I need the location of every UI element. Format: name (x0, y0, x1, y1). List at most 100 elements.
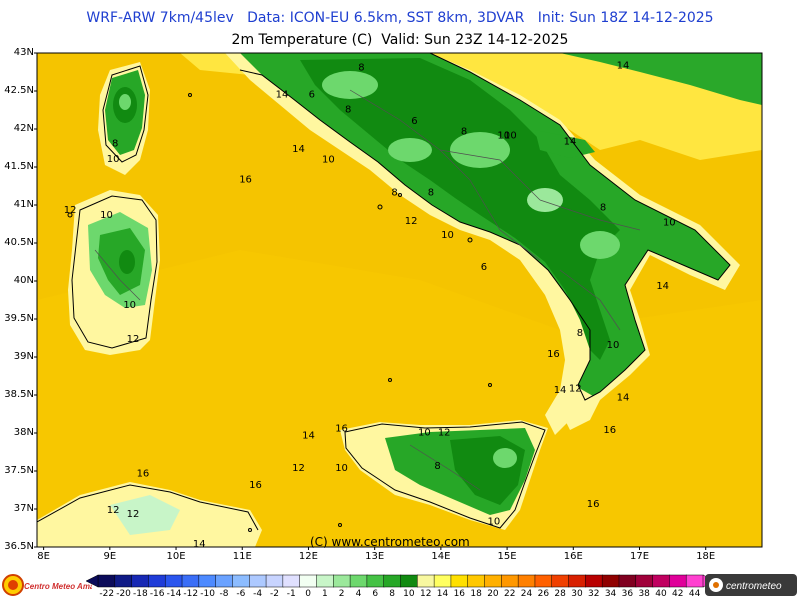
longitude-label: 13E (365, 551, 385, 562)
apennines-dark (300, 58, 620, 360)
island (67, 212, 73, 218)
colorbar-label: 4 (355, 589, 362, 599)
longitude-label: 12E (298, 551, 318, 562)
etna-area (493, 448, 517, 468)
colorbar-swatch (299, 574, 318, 588)
colorbar-swatch (484, 574, 503, 588)
colorbar-swatch (618, 574, 637, 588)
highland-patch (580, 231, 620, 259)
longitude-label: 10E (166, 551, 186, 562)
colorbar-label: -20 (116, 589, 131, 599)
colorbar-swatch (249, 574, 267, 588)
isotherm-label: 8 (434, 461, 440, 472)
latitude-label: 42N (13, 123, 34, 134)
longitude-label: 9E (103, 551, 117, 562)
latitude-label: 41N (13, 199, 34, 210)
isotherm-label: 14 (656, 281, 669, 292)
colorbar-label: 34 (604, 589, 617, 599)
colorbar-swatch (450, 574, 469, 588)
colorbar-label: -2 (269, 589, 279, 599)
colorbar-swatch (517, 574, 536, 588)
latitude-label: 40N (13, 275, 34, 286)
colorbar-swatch (148, 574, 166, 588)
colorbar-label: 36 (621, 589, 634, 599)
colorbar-label: -1 (286, 589, 296, 599)
isotherm-label: 16 (249, 480, 262, 491)
coastline-sardinia (71, 195, 158, 349)
isotherm-label: 10 (607, 340, 620, 351)
colorbar-swatch (652, 574, 671, 588)
isotherm-label: 8 (358, 63, 364, 74)
isotherm-label: 14 (193, 539, 206, 550)
isotherm-label: 10 (487, 516, 500, 527)
colorbar-label: 30 (571, 589, 583, 599)
isotherm-label: 14 (564, 136, 577, 147)
isotherm-label: 14 (617, 393, 630, 404)
isotherm-label: 6 (481, 262, 487, 273)
isotherm-label: 8 (391, 187, 397, 198)
highland-patch (322, 71, 378, 99)
colorbar-swatch (114, 574, 133, 588)
isotherm-label: 8 (577, 328, 583, 339)
colorbar (85, 574, 716, 588)
colorbar-swatch (635, 574, 654, 588)
colorbar-label: -12 (183, 589, 199, 599)
isotherm-label: 16 (603, 425, 616, 436)
colorbar-label: 28 (554, 589, 566, 599)
latitude-label: 41.5N (4, 161, 34, 172)
coastline-sicily (344, 421, 546, 529)
latitude-label: 36.5N (4, 541, 34, 552)
region-border (409, 444, 481, 491)
isotherm-label: 6 (309, 89, 315, 100)
colorbar-label: 1 (322, 589, 328, 599)
colorbar-swatch (417, 574, 435, 588)
map-frame (36, 52, 763, 548)
corsica-peak (119, 94, 131, 110)
colorbar-label: 18 (470, 589, 482, 599)
isotherm-label: 10 (100, 210, 113, 221)
copyright-credit: (C) www.centrometeo.com (310, 535, 470, 549)
isotherm-label: 16 (587, 499, 600, 510)
tunisia-green (110, 495, 180, 535)
latitude-label: 39.5N (4, 313, 34, 324)
header-model-info: WRF-ARW 7km/45lev Data: ICON-EU 6.5km, S… (86, 10, 714, 26)
colorbar-label: 2 (338, 589, 345, 599)
colorbar-label: -6 (236, 589, 246, 599)
colorbar-label: 44 (688, 589, 701, 599)
longitude-label: 16E (563, 551, 583, 562)
coastline-italy (239, 53, 731, 401)
longitude-label: 14E (431, 551, 451, 562)
region-border (469, 179, 541, 261)
centrometeo-logo[interactable]: centrometeo (705, 574, 797, 596)
region-border (94, 249, 141, 301)
coastline-tunisia (37, 484, 259, 531)
colorbar-label: 24 (520, 589, 533, 599)
isotherm-label: 8 (112, 139, 118, 150)
colorbar-label: 0 (305, 589, 311, 599)
longitude-label: 11E (232, 551, 252, 562)
centro-meteo-amatori-logo[interactable]: Centro Meteo Amatori (2, 572, 92, 598)
isotherm-label: 12 (438, 427, 451, 438)
colorbar-swatch (131, 574, 150, 588)
colorbar-swatch (534, 574, 553, 588)
colorbar-label: -14 (166, 589, 182, 599)
colorbar-swatch (198, 574, 217, 588)
coastline-corsica (102, 65, 149, 163)
colorbar-swatch (601, 574, 620, 588)
colorbar-swatch (349, 574, 368, 588)
balkan-land (560, 53, 762, 105)
isotherm-label: 10 (418, 427, 431, 438)
isotherm-label: 8 (461, 127, 467, 138)
isotherm-labels: 1468868101014881014810121061481016141214… (64, 60, 676, 550)
isotherm-label: 14 (302, 431, 315, 442)
isotherm-label: 10 (107, 154, 120, 165)
highland-patch (388, 138, 432, 162)
isotherm-label: 16 (335, 424, 348, 435)
isotherm-label: 12 (107, 505, 120, 516)
island (467, 237, 473, 243)
isotherm-label: 12 (405, 216, 418, 227)
isotherm-label: 10 (497, 130, 510, 141)
colorbar-min-arrow (85, 574, 99, 588)
calabria-coast (560, 380, 600, 430)
isotherm-label: 14 (292, 144, 305, 155)
